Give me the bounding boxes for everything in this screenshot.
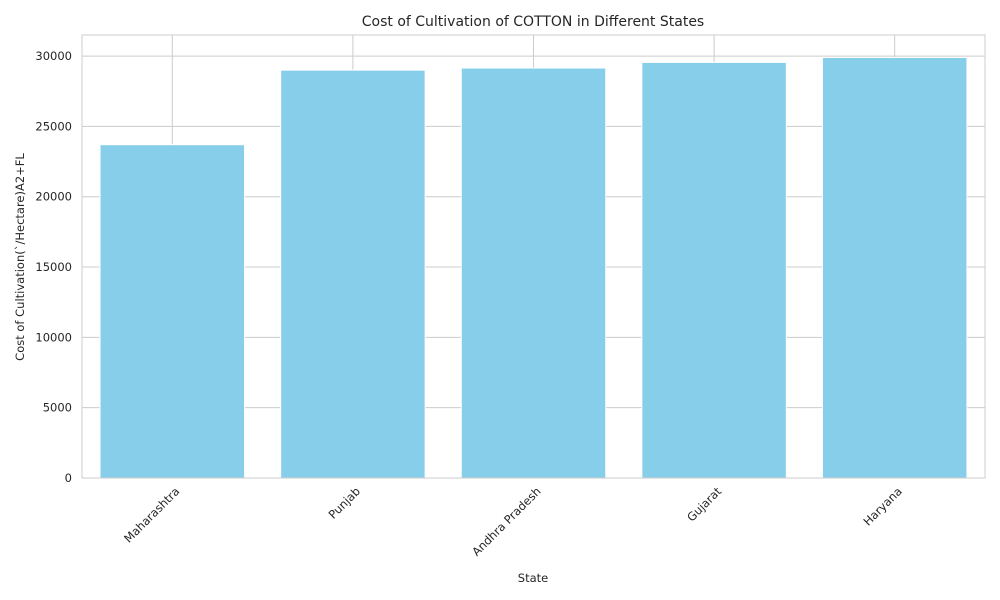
y-tick-label: 25000 bbox=[35, 119, 72, 133]
y-tick-labels: 0 5000 10000 15000 20000 25000 30000 bbox=[35, 49, 72, 485]
x-tick-label: Haryana bbox=[861, 484, 905, 528]
bar-andhra-pradesh bbox=[460, 67, 607, 479]
y-tick-label: 30000 bbox=[35, 49, 72, 63]
bar-gujarat bbox=[641, 61, 787, 479]
x-tick-labels: Maharashtra Punjab Andhra Pradesh Gujarat Ha… bbox=[121, 484, 905, 559]
bar-punjab bbox=[280, 69, 426, 479]
y-tick-label: 15000 bbox=[35, 260, 72, 274]
x-tick-label: Gujarat bbox=[684, 484, 724, 524]
x-tick-label: Punjab bbox=[326, 484, 363, 521]
x-axis-label: State bbox=[518, 571, 548, 585]
y-tick-label: 10000 bbox=[35, 330, 72, 344]
x-tick-label: Andhra Pradesh bbox=[469, 484, 543, 558]
bar-layer bbox=[99, 57, 968, 479]
y-axis-label: Cost of Cultivation(`/Hectare)A2+FL bbox=[13, 153, 27, 361]
y-tick-label: 5000 bbox=[43, 401, 72, 415]
y-tick-label: 20000 bbox=[35, 190, 72, 204]
bar-maharashtra bbox=[99, 144, 246, 479]
y-tick-label: 0 bbox=[65, 471, 72, 485]
chart-title: Cost of Cultivation of COTTON in Differe… bbox=[362, 14, 704, 30]
bar-haryana bbox=[821, 57, 968, 479]
x-tick-label: Maharashtra bbox=[121, 484, 182, 545]
plot-frame bbox=[81, 34, 986, 479]
